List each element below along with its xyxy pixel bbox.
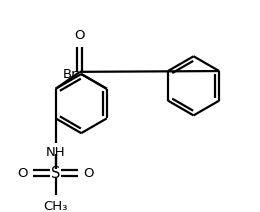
- Text: O: O: [84, 167, 94, 180]
- Text: O: O: [75, 29, 85, 42]
- Text: O: O: [17, 167, 28, 180]
- Text: Br: Br: [63, 67, 78, 81]
- Text: NH: NH: [46, 146, 66, 159]
- Text: CH₃: CH₃: [43, 200, 68, 212]
- Text: S: S: [51, 166, 60, 181]
